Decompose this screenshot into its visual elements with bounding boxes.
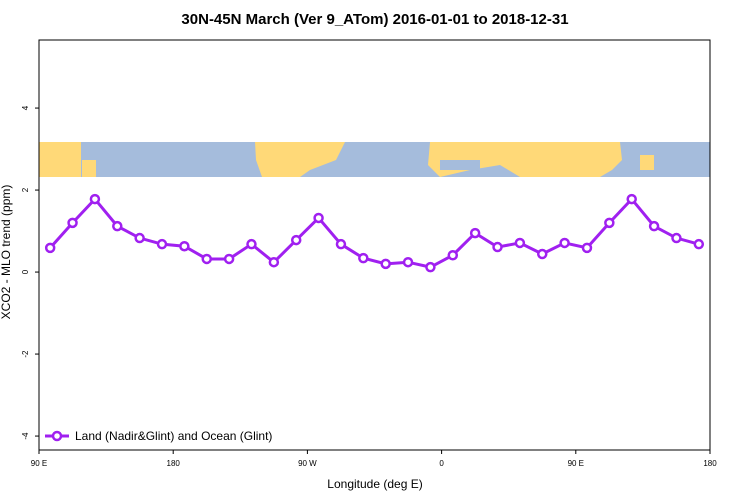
point	[693, 238, 705, 250]
point	[290, 234, 302, 246]
point	[313, 212, 324, 224]
point	[223, 253, 235, 265]
y-tick-label: -4	[21, 432, 30, 440]
point	[469, 227, 481, 239]
y-tick-label: 4	[21, 105, 30, 110]
y-axis-label: XCO2 - MLO trend (ppm)	[0, 185, 13, 320]
point	[44, 242, 56, 254]
x-tick-label: 0	[439, 459, 444, 468]
point	[671, 232, 682, 244]
line	[49, 196, 700, 269]
y-tick-label: -2	[21, 350, 30, 358]
point	[425, 261, 436, 273]
x-tick-label: 90 W	[298, 459, 317, 468]
legend-marker	[51, 430, 63, 442]
point	[604, 217, 615, 229]
legend-label: Land (Nadir&Glint) and Ocean (Glint)	[75, 429, 272, 443]
point	[559, 237, 570, 249]
point	[581, 242, 593, 254]
map-strip	[39, 142, 710, 177]
y-tick-label: 0	[21, 269, 30, 274]
plot-frame	[38, 39, 711, 451]
x-axis-label: Longitude (deg E)	[327, 477, 422, 491]
chart-title: 30N-45N March (Ver 9_ATom) 2016-01-01 to…	[181, 11, 568, 28]
y-tick-label: 2	[21, 187, 30, 192]
point	[335, 238, 347, 250]
point	[626, 193, 637, 205]
point	[447, 250, 459, 261]
point	[67, 217, 78, 229]
x-tick-label: 90 E	[568, 459, 584, 468]
point	[268, 256, 280, 268]
point	[380, 258, 391, 270]
point	[201, 253, 212, 265]
x-tick-label: 180	[167, 459, 181, 468]
point	[648, 220, 660, 232]
point	[156, 238, 168, 250]
point	[89, 193, 101, 205]
point	[179, 240, 190, 252]
x-tick-label: 180	[703, 459, 717, 468]
point	[402, 256, 414, 268]
x-tick-label: 90 E	[31, 459, 47, 468]
point	[112, 220, 123, 232]
point	[537, 248, 548, 260]
point	[514, 237, 526, 249]
point	[246, 238, 257, 250]
point	[134, 232, 145, 244]
point	[492, 241, 503, 253]
point	[358, 252, 369, 264]
